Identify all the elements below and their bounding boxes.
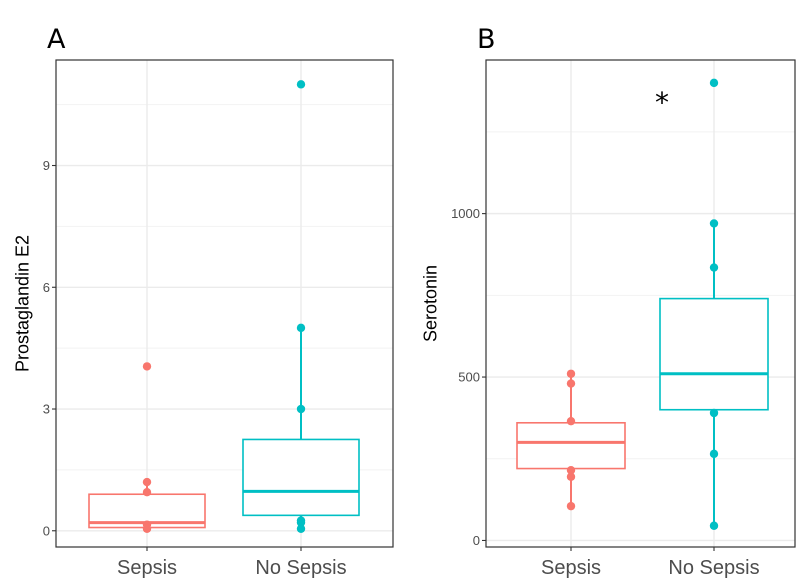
data-point bbox=[296, 80, 306, 89]
y-tick-label: 0 bbox=[43, 523, 50, 538]
data-point bbox=[566, 465, 576, 475]
x-category-label: Sepsis bbox=[117, 557, 177, 579]
x-category-label: No Sepsis bbox=[668, 557, 759, 579]
panel-letter: A bbox=[47, 24, 66, 55]
data-point bbox=[566, 369, 576, 378]
box-iqr bbox=[242, 438, 360, 517]
data-point bbox=[142, 524, 152, 533]
x-category-label: Sepsis bbox=[541, 557, 601, 579]
box-iqr bbox=[659, 297, 769, 411]
data-point bbox=[296, 323, 306, 333]
y-tick-label: 3 bbox=[43, 402, 50, 417]
data-point bbox=[296, 518, 306, 527]
data-point bbox=[709, 521, 719, 530]
panel-border bbox=[55, 59, 394, 548]
y-tick-label: 6 bbox=[43, 280, 50, 295]
data-point bbox=[142, 477, 152, 487]
data-point bbox=[296, 404, 306, 414]
data-point bbox=[709, 219, 719, 228]
data-point bbox=[709, 263, 719, 272]
panel-border bbox=[485, 59, 796, 548]
y-tick-label: 500 bbox=[458, 370, 480, 385]
data-point bbox=[142, 362, 152, 371]
box-iqr bbox=[516, 421, 626, 470]
y-axis-title: Serotonin bbox=[420, 265, 440, 342]
significance-marker: * bbox=[655, 86, 669, 119]
data-point bbox=[566, 501, 576, 511]
y-tick-label: 1000 bbox=[451, 206, 480, 221]
box-sepsis bbox=[516, 373, 626, 507]
y-tick-label: 9 bbox=[43, 158, 50, 173]
panel-a: 0 3 6 9 Sepsis No Sepsis Prostaglandin E2 A bbox=[12, 24, 394, 579]
data-point bbox=[566, 416, 576, 426]
x-category-label: No Sepsis bbox=[255, 557, 346, 579]
data-point bbox=[566, 379, 576, 388]
box-no-sepsis bbox=[659, 223, 769, 526]
data-point bbox=[709, 78, 719, 88]
panel-b: 0 500 1000 Sepsis No Sepsis Serotonin B * bbox=[420, 24, 796, 579]
panel-letter: B bbox=[477, 24, 496, 55]
data-point bbox=[296, 524, 306, 533]
y-tick-label: 0 bbox=[473, 533, 480, 548]
data-point bbox=[709, 408, 719, 418]
data-point bbox=[566, 472, 576, 481]
y-axis-title: Prostaglandin E2 bbox=[12, 235, 32, 372]
data-point bbox=[142, 488, 152, 497]
data-point bbox=[709, 449, 719, 459]
box-no-sepsis bbox=[242, 327, 360, 529]
